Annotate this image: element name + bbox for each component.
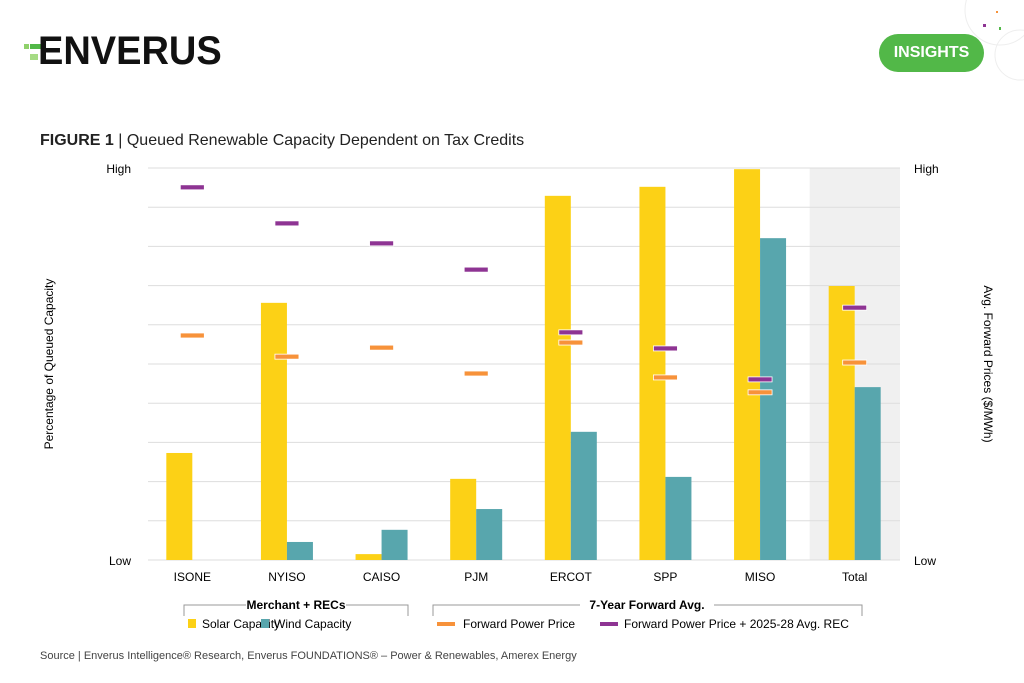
- solar-bar-total: [828, 285, 855, 560]
- decorative-circles: [964, 0, 1024, 81]
- figure-title-text: Queued Renewable Capacity Dependent on T…: [126, 132, 525, 149]
- forward-price-rec-marker-total: [842, 304, 868, 311]
- x-tick-label: ISONE: [174, 570, 211, 584]
- y-tick-low: Low: [109, 554, 131, 568]
- y-tick-high: High: [106, 162, 131, 176]
- legend-solar: Solar Capacity: [202, 617, 280, 631]
- figure-label: FIGURE 1: [40, 132, 114, 149]
- wind-bar-ercot: [570, 431, 597, 560]
- x-tick-label: CAISO: [363, 570, 400, 584]
- legend-group-forward: 7-Year Forward Avg.: [589, 598, 704, 612]
- enverus-logo: ENVERUS: [38, 29, 222, 73]
- wind-bar-total: [854, 387, 881, 560]
- x-tick-label: SPP: [653, 570, 677, 584]
- solar-bar-caiso: [355, 554, 382, 560]
- forward-price-rec-marker-miso: [747, 376, 773, 383]
- legend-group-merchant: Merchant + RECs: [246, 598, 345, 612]
- source-note: Source | Enverus Intelligence® Research,…: [40, 650, 577, 662]
- figure-title: FIGURE 1 | Queued Renewable Capacity Dep…: [40, 132, 524, 150]
- legend-swatch-forward-rec: [600, 622, 618, 626]
- x-tick-label: PJM: [464, 570, 488, 584]
- forward-price-marker-miso: [747, 389, 773, 396]
- y2-tick-high: High: [914, 162, 939, 176]
- legend-forward: Forward Power Price: [463, 617, 575, 631]
- forward-price-marker-nyiso: [274, 353, 300, 360]
- forward-price-marker-total: [842, 359, 868, 366]
- legend-wind: Wind Capacity: [274, 617, 351, 631]
- solar-bar-ercot: [544, 195, 571, 560]
- wind-bar-caiso: [381, 529, 408, 560]
- x-tick-label: Total: [842, 570, 867, 584]
- forward-price-rec-marker-caiso: [369, 240, 394, 247]
- legend-swatch-solar: [188, 619, 196, 628]
- legend-swatch-wind: [261, 619, 269, 628]
- y-axis-label: Percentage of Queued Capacity: [42, 279, 56, 450]
- solar-bar-nyiso: [260, 302, 287, 560]
- forward-price-rec-marker-isone: [179, 184, 205, 191]
- forward-price-marker-ercot: [558, 339, 584, 346]
- forward-price-rec-marker-nyiso: [274, 220, 300, 227]
- forward-price-marker-pjm: [463, 370, 489, 377]
- forward-price-marker-caiso: [369, 344, 394, 351]
- wind-bar-miso: [760, 238, 787, 560]
- wind-bar-nyiso: [286, 541, 313, 560]
- insights-badge[interactable]: INSIGHTS: [879, 34, 984, 72]
- x-tick-label: NYISO: [268, 570, 305, 584]
- y2-axis-label: Avg. Forward Prices ($/MWh): [981, 285, 995, 442]
- legend-forward-rec: Forward Power Price + 2025-28 Avg. REC: [624, 617, 849, 631]
- legend-swatch-forward: [437, 622, 455, 626]
- x-tick-label: MISO: [745, 570, 776, 584]
- x-tick-label: ERCOT: [550, 570, 593, 584]
- forward-price-rec-marker-spp: [653, 345, 678, 352]
- wind-bar-spp: [665, 476, 692, 560]
- forward-price-rec-marker-ercot: [558, 329, 584, 336]
- solar-bar-miso: [734, 169, 761, 560]
- solar-bar-isone: [166, 452, 193, 560]
- forward-price-marker-isone: [179, 332, 205, 339]
- forward-price-marker-spp: [653, 374, 678, 381]
- figure-separator: |: [113, 132, 127, 149]
- wind-bar-pjm: [476, 509, 503, 560]
- enverus-logo-mark: [24, 44, 44, 60]
- solar-bar-spp: [639, 186, 666, 561]
- forward-price-rec-marker-pjm: [463, 266, 489, 273]
- y2-tick-low: Low: [914, 554, 936, 568]
- legend: Merchant + RECs 7-Year Forward Avg. Sola…: [183, 598, 863, 631]
- solar-bar-pjm: [450, 478, 477, 560]
